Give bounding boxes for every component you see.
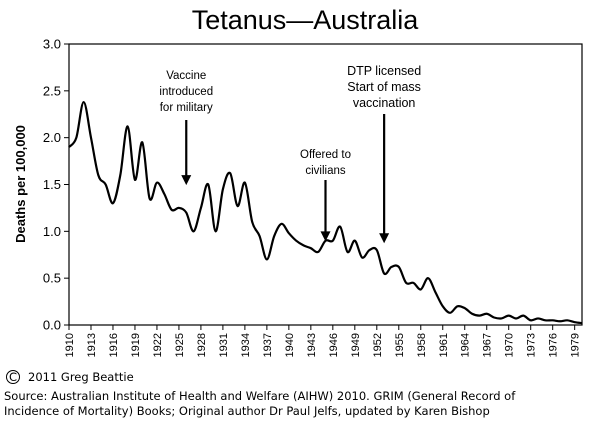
x-tick-label: 1952 <box>372 333 384 357</box>
x-tick-label: 1979 <box>570 333 582 357</box>
x-tick-label: 1937 <box>262 333 274 357</box>
x-tick-label: 1943 <box>306 333 318 357</box>
chart-title: Tetanus—Australia <box>192 5 420 35</box>
x-tick-label: 1958 <box>416 333 428 357</box>
annotation-text: DTP licensed <box>347 64 421 78</box>
x-tick-label: 1913 <box>86 333 98 357</box>
annotation-arrow-head <box>379 233 390 244</box>
annotation-text: for military <box>160 102 213 114</box>
copyright-icon <box>6 370 20 384</box>
annotations: Vaccine introduced for military Offered to c… <box>159 64 421 244</box>
x-tick-label: 1925 <box>174 333 186 357</box>
x-tick-label: 1970 <box>504 333 516 357</box>
source-line-1: Source: Australian Institute of Health a… <box>4 389 516 403</box>
y-tick-label: 2.0 <box>43 130 61 145</box>
annotation-text: civilians <box>305 165 346 177</box>
annotation-2: DTP licensed Start of mass vaccination <box>347 64 421 244</box>
copyright-text: 2011 Greg Beattie <box>28 370 134 384</box>
x-tick-label: 1931 <box>218 333 230 357</box>
x-tick-label: 1946 <box>328 333 340 357</box>
y-tick-label: 2.5 <box>43 83 61 98</box>
x-tick-label: 1967 <box>482 333 494 357</box>
x-tick-label: 1910 <box>64 333 76 357</box>
annotation-arrow-head <box>320 231 331 242</box>
y-tick-label: 0.0 <box>43 318 61 333</box>
y-tick-label: 0.5 <box>43 271 61 286</box>
x-tick-label: 1964 <box>460 333 472 357</box>
x-tick-label: 1928 <box>196 333 208 357</box>
x-tick-label: 1961 <box>438 333 450 357</box>
x-axis: 1910 1913 1916 1919 1922 1925 1928 1931 1934 1937… <box>64 325 582 357</box>
x-tick-label: 1940 <box>284 333 296 357</box>
annotation-1: Offered to civilians <box>300 149 351 242</box>
y-axis-label: Deaths per 100,000 <box>13 125 28 243</box>
x-tick-label: 1922 <box>152 333 164 357</box>
annotation-arrow-head <box>181 175 192 186</box>
y-tick-label: 3.0 <box>43 37 61 52</box>
annotation-text: Vaccine <box>166 70 206 82</box>
x-tick-label: 1976 <box>548 333 560 357</box>
annotation-text: vaccination <box>353 96 416 110</box>
x-tick-label: 1973 <box>526 333 538 357</box>
annotation-0: Vaccine introduced for military <box>159 70 213 186</box>
source-line-2: Incidence of Mortality) Books; Original … <box>4 404 490 418</box>
annotation-text: Start of mass <box>347 80 421 94</box>
x-tick-label: 1916 <box>108 333 120 357</box>
x-tick-label: 1934 <box>240 333 252 357</box>
y-axis: 0.0 0.5 1.0 1.5 2.0 2.5 3.0 <box>43 37 69 333</box>
x-tick-label: 1919 <box>130 333 142 357</box>
y-tick-label: 1.0 <box>43 224 61 239</box>
annotation-text: Offered to <box>300 149 351 161</box>
copyright: C 2011 Greg Beattie <box>6 370 134 384</box>
y-tick-label: 1.5 <box>43 177 61 192</box>
x-tick-label: 1949 <box>350 333 362 357</box>
x-tick-label: 1955 <box>394 333 406 357</box>
annotation-text: introduced <box>159 86 213 98</box>
copyright-symbol: C <box>9 370 17 384</box>
